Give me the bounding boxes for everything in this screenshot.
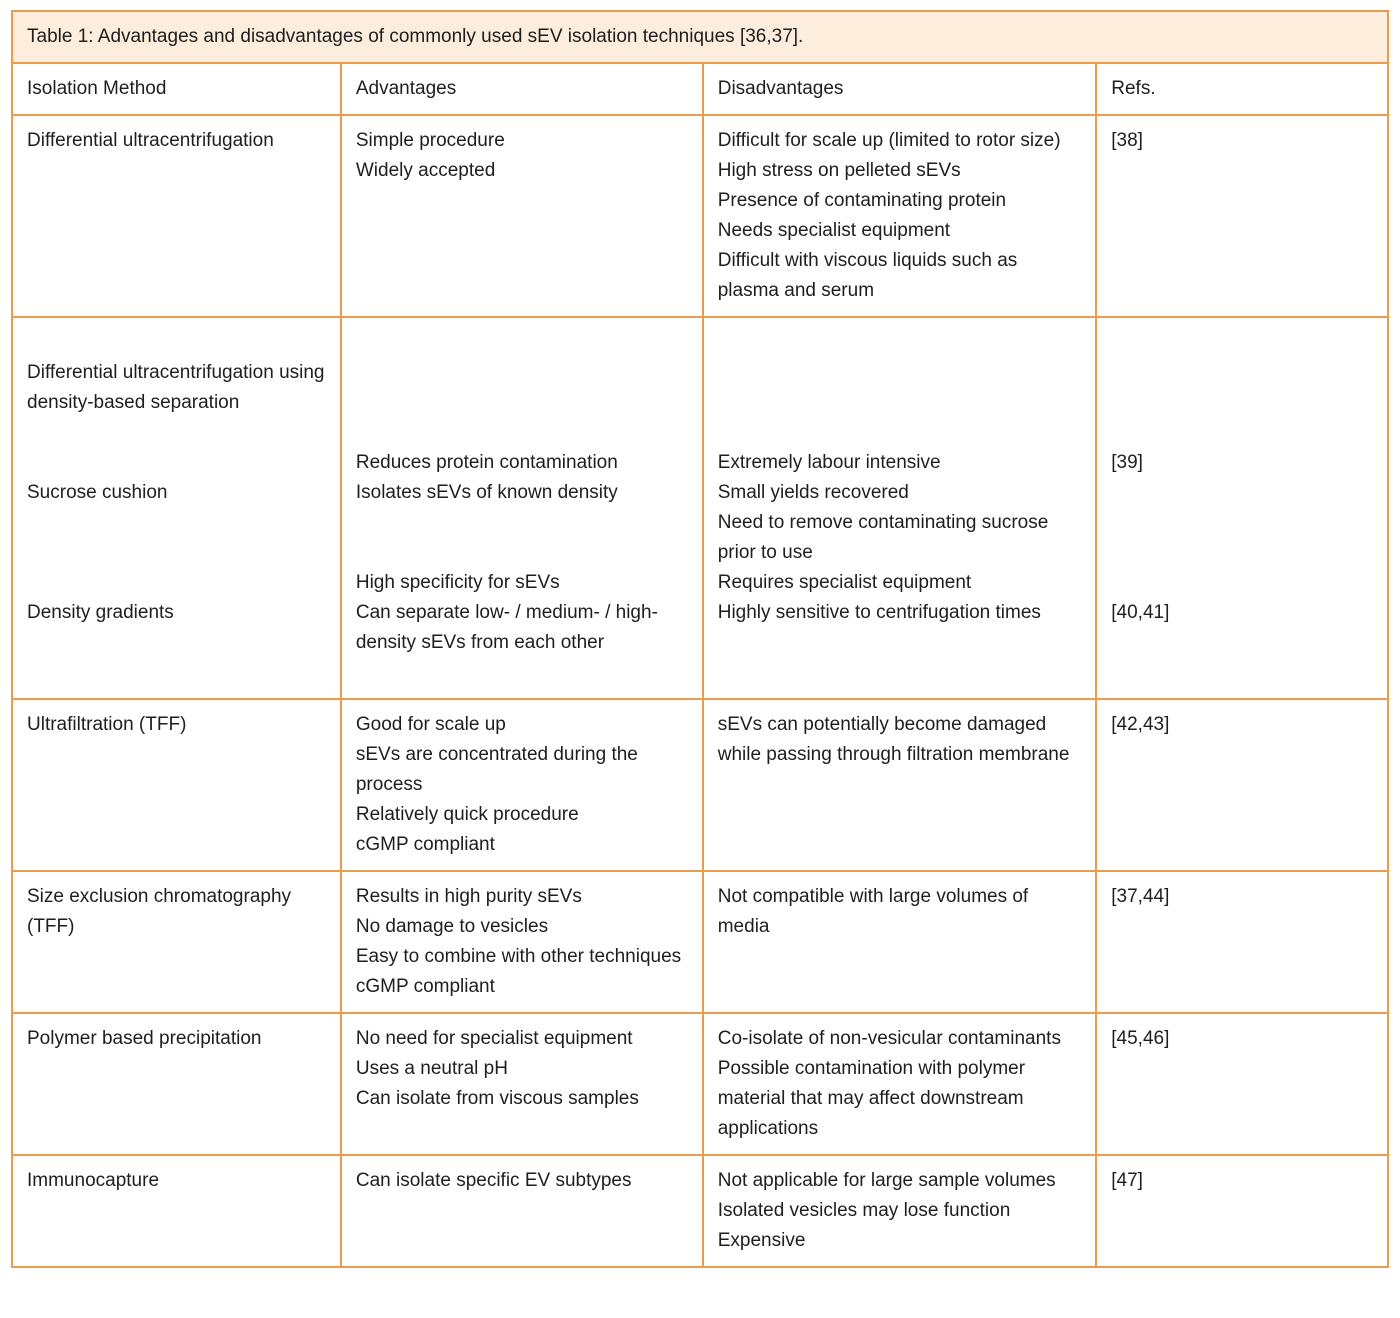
refs-sucrose-cushion: [39] <box>1111 452 1143 473</box>
table-row-density-based-separation: Differential ultracentrifugation using d… <box>11 316 1389 700</box>
cell-advantages: Good for scale up sEVs are concentrated … <box>339 698 704 872</box>
cell-disadvantages: sEVs can potentially become damaged whil… <box>701 698 1098 872</box>
cell-method: Ultrafiltration (TFF) <box>11 698 342 872</box>
cell-disadvantages: Extremely labour intensive Small yields … <box>701 316 1098 700</box>
table-row-ultrafiltration: Ultrafiltration (TFF) Good for scale up … <box>11 698 1389 872</box>
cell-refs: [47] <box>1095 1154 1389 1268</box>
cell-refs: [39] [40,41] <box>1095 316 1389 700</box>
cell-method: Polymer based precipitation <box>11 1012 342 1156</box>
method-density-gradients: Density gradients <box>27 602 174 623</box>
disadvantages-text: Extremely labour intensive Small yields … <box>717 452 1049 623</box>
cell-method: Size exclusion chromatography (TFF) <box>11 870 342 1014</box>
table-row-polymer-based-precipitation: Polymer based precipitation No need for … <box>11 1012 1389 1156</box>
advantages-sucrose-cushion: Reduces protein contamination Isolates s… <box>355 452 618 503</box>
cell-refs: [38] <box>1095 114 1389 318</box>
column-header-advantages: Advantages <box>339 62 704 116</box>
advantages-density-gradients: High specificity for sEVs Can separate l… <box>355 572 658 653</box>
table-row-immunocapture: Immunocapture Can isolate specific EV su… <box>11 1154 1389 1268</box>
cell-advantages: No need for specialist equipment Uses a … <box>339 1012 704 1156</box>
cell-advantages: Results in high purity sEVs No damage to… <box>339 870 704 1014</box>
refs-density-gradients: [40,41] <box>1111 602 1170 623</box>
cell-disadvantages: Co-isolate of non-vesicular contaminants… <box>701 1012 1098 1156</box>
table-row-differential-ultracentrifugation: Differential ultracentrifugation Simple … <box>11 114 1389 318</box>
column-header-disadvantages: Disadvantages <box>701 62 1098 116</box>
cell-advantages: Reduces protein contamination Isolates s… <box>339 316 704 700</box>
cell-method: Differential ultracentrifugation using d… <box>11 316 342 700</box>
isolation-techniques-table: Table 1: Advantages and disadvantages of… <box>11 10 1389 1268</box>
cell-disadvantages: Difficult for scale up (limited to rotor… <box>701 114 1098 318</box>
cell-advantages: Can isolate specific EV subtypes <box>339 1154 704 1268</box>
table-row-size-exclusion-chromatography: Size exclusion chromatography (TFF) Resu… <box>11 870 1389 1014</box>
table-title: Table 1: Advantages and disadvantages of… <box>11 10 1389 64</box>
table-header-row: Isolation Method Advantages Disadvantage… <box>11 62 1389 116</box>
cell-disadvantages: Not compatible with large volumes of med… <box>701 870 1098 1014</box>
cell-refs: [45,46] <box>1095 1012 1389 1156</box>
cell-disadvantages: Not applicable for large sample volumes … <box>701 1154 1098 1268</box>
cell-refs: [37,44] <box>1095 870 1389 1014</box>
cell-advantages: Simple procedure Widely accepted <box>339 114 704 318</box>
column-header-isolation-method: Isolation Method <box>11 62 342 116</box>
method-group-heading: Differential ultracentrifugation using d… <box>27 362 325 413</box>
cell-method: Immunocapture <box>11 1154 342 1268</box>
cell-method: Differential ultracentrifugation <box>11 114 342 318</box>
cell-refs: [42,43] <box>1095 698 1389 872</box>
column-header-refs: Refs. <box>1095 62 1389 116</box>
method-sucrose-cushion: Sucrose cushion <box>27 482 168 503</box>
table-title-row: Table 1: Advantages and disadvantages of… <box>11 10 1389 64</box>
